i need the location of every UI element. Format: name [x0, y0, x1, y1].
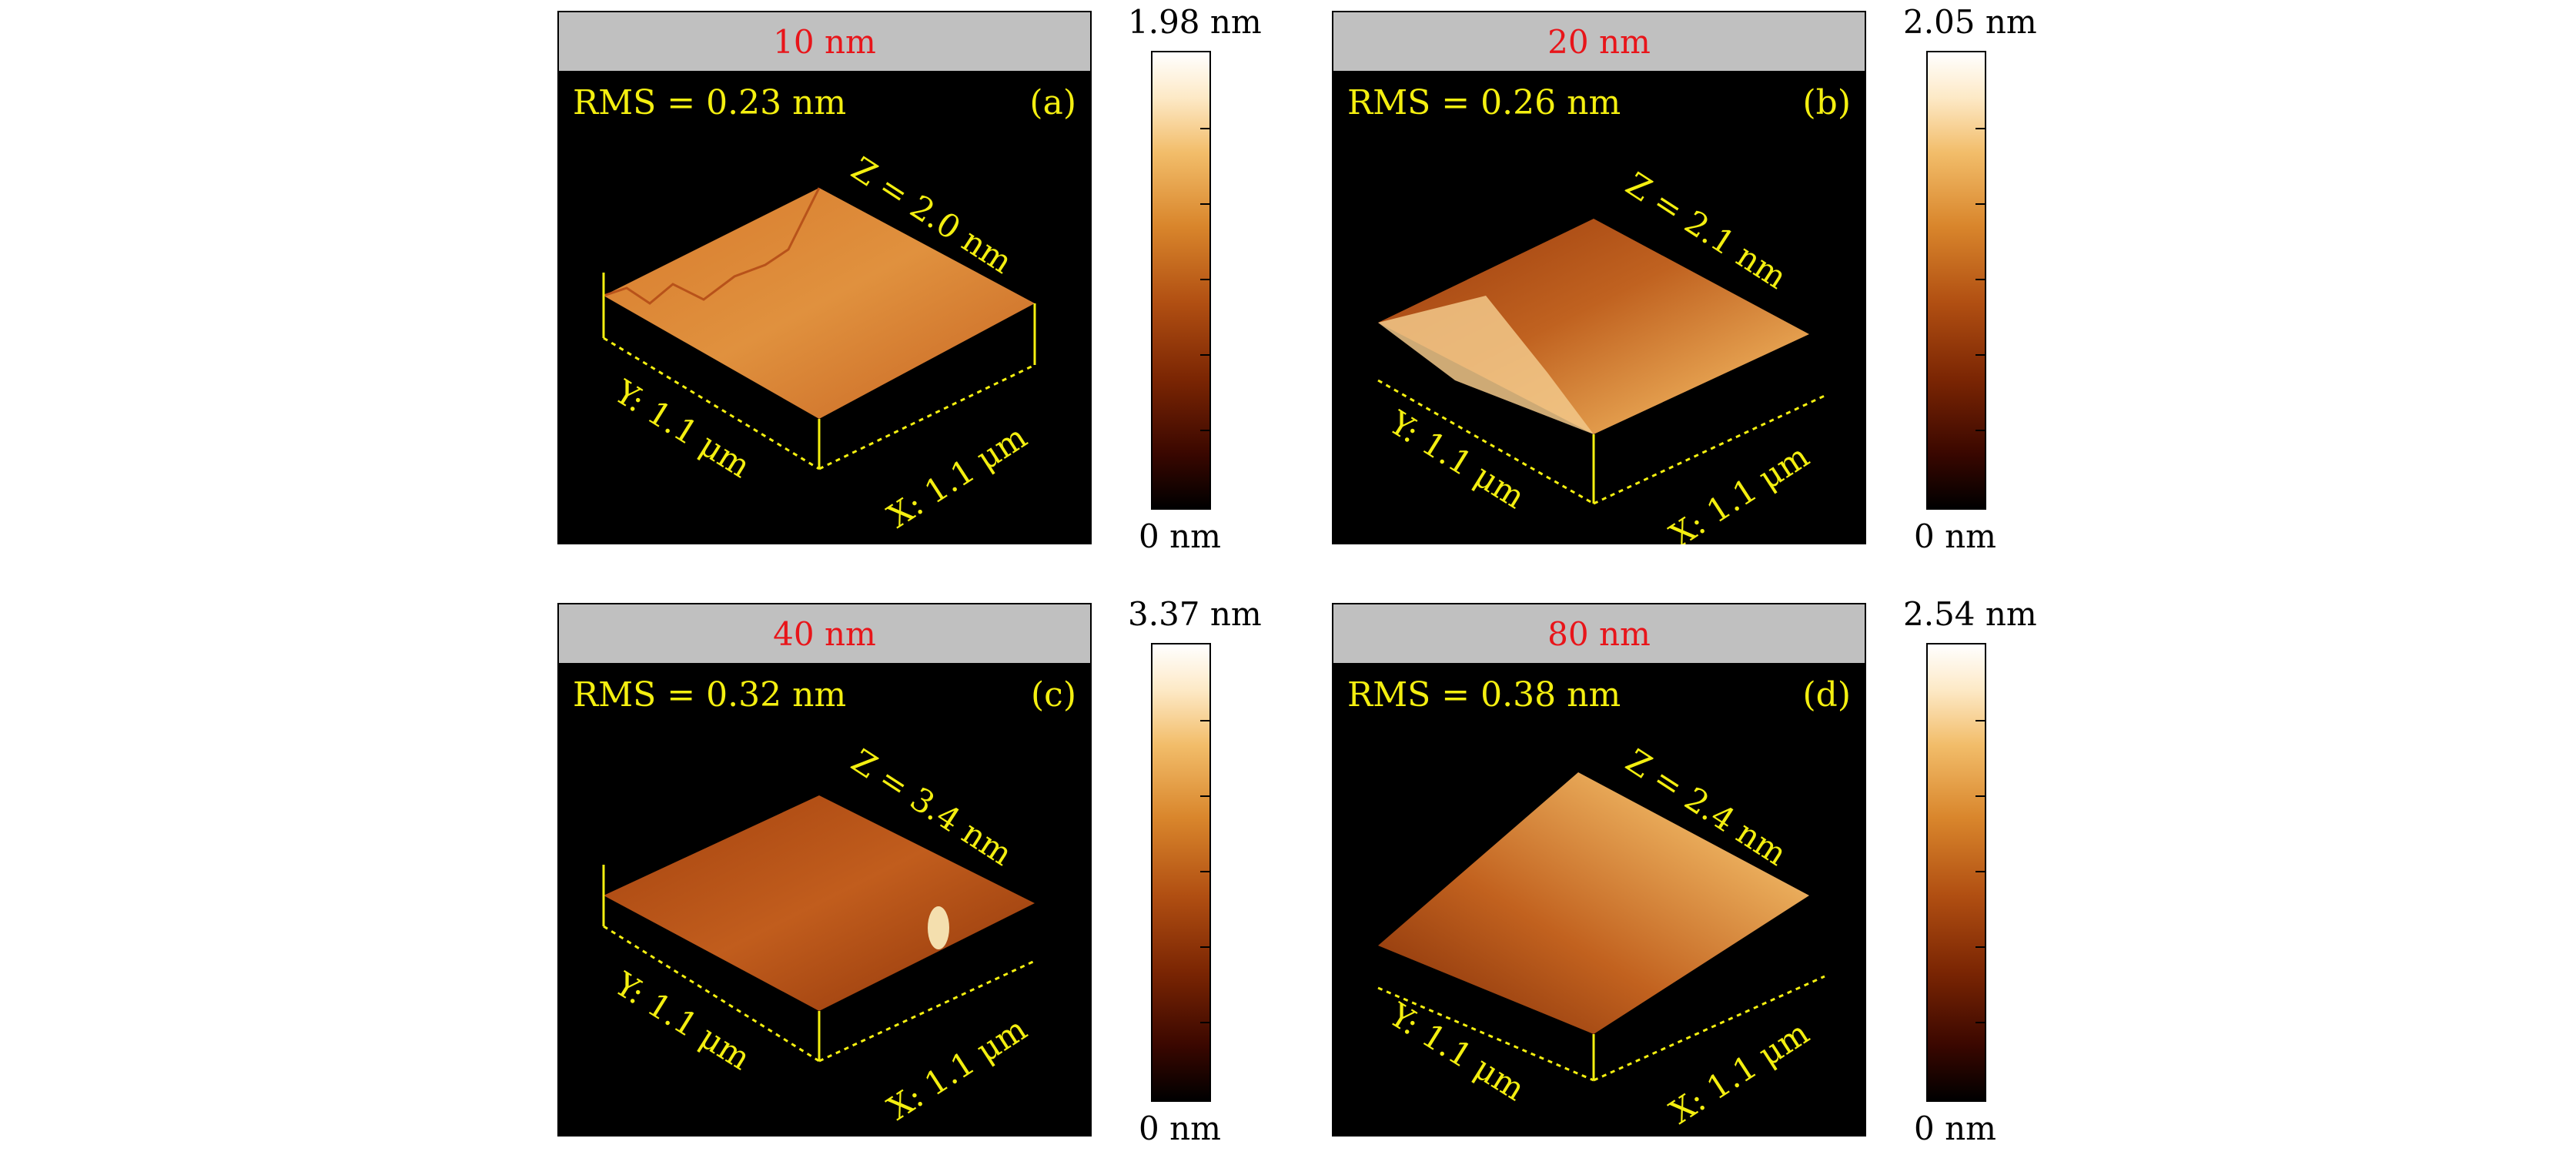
colorbar-min-label: 0 nm	[1139, 1110, 1221, 1147]
colorbar-gradient	[1926, 643, 1986, 1102]
thickness-label: 20 nm	[1547, 22, 1651, 61]
colorbar-min-label: 0 nm	[1914, 517, 1996, 555]
panel-header-a: 10 nm	[557, 11, 1092, 72]
colorbar-a: 1.98 nm 0 nm	[1128, 3, 1262, 573]
panel-label: (a)	[1029, 83, 1076, 122]
thickness-label: 40 nm	[773, 614, 876, 653]
rms-value: RMS = 0.26 nm	[1347, 83, 1621, 122]
colorbar-c: 3.37 nm 0 nm	[1128, 595, 1262, 1165]
colorbar-gradient	[1151, 643, 1211, 1102]
surface-plot-d	[1377, 772, 1825, 1082]
colorbar-gradient	[1151, 51, 1211, 510]
rms-value: RMS = 0.23 nm	[573, 83, 847, 122]
colorbar-min-label: 0 nm	[1914, 1110, 1996, 1147]
panel-header-d: 80 nm	[1332, 603, 1866, 665]
afm-image-d: RMS = 0.38 nm (d) Z = 2.4 nm Y: 1.1 μm X…	[1332, 665, 1866, 1137]
colorbar-gradient	[1926, 51, 1986, 510]
thickness-label: 10 nm	[773, 22, 876, 61]
panel-header-b: 20 nm	[1332, 11, 1866, 72]
panel-label: (c)	[1031, 675, 1076, 715]
afm-image-c: RMS = 0.32 nm (c) Z = 3.4 nm Y: 1.1 μm X…	[557, 665, 1092, 1137]
colorbar-max-label: 1.98 nm	[1128, 3, 1262, 41]
afm-panel-c: 40 nm RMS = 0.32 nm (c) Z = 3.4 nm Y: 1.…	[557, 603, 1092, 1137]
colorbar-max-label: 2.05 nm	[1903, 3, 2037, 41]
surface-plot-c	[602, 795, 1035, 1063]
panel-label: (d)	[1802, 675, 1852, 715]
surface-plot-a	[602, 187, 1036, 470]
rms-value: RMS = 0.32 nm	[573, 675, 847, 715]
thickness-label: 80 nm	[1547, 614, 1651, 653]
rms-value: RMS = 0.38 nm	[1347, 675, 1621, 715]
afm-panel-a: 10 nm RMS = 0.23 nm (a) Z = 2.0 nm Y: 1.…	[557, 11, 1092, 544]
colorbar-d: 2.54 nm 0 nm	[1903, 595, 2037, 1165]
colorbar-min-label: 0 nm	[1139, 517, 1221, 555]
afm-image-b: RMS = 0.26 nm (b) Z = 2.1 nm Y: 1.1 μm X…	[1332, 72, 1866, 544]
afm-image-a: RMS = 0.23 nm (a) Z = 2.0 nm Y: 1.1 μm X…	[557, 72, 1092, 544]
panel-label: (b)	[1802, 83, 1852, 122]
colorbar-b: 2.05 nm 0 nm	[1903, 3, 2037, 573]
colorbar-max-label: 2.54 nm	[1903, 595, 2037, 633]
afm-panel-d: 80 nm RMS = 0.38 nm (d) Z = 2.4 nm Y: 1.…	[1332, 603, 1866, 1137]
afm-panel-b: 20 nm RMS = 0.26 nm (b) Z = 2.1 nm Y: 1.…	[1332, 11, 1866, 544]
panel-header-c: 40 nm	[557, 603, 1092, 665]
colorbar-max-label: 3.37 nm	[1128, 595, 1262, 633]
surface-plot-b	[1377, 219, 1825, 505]
